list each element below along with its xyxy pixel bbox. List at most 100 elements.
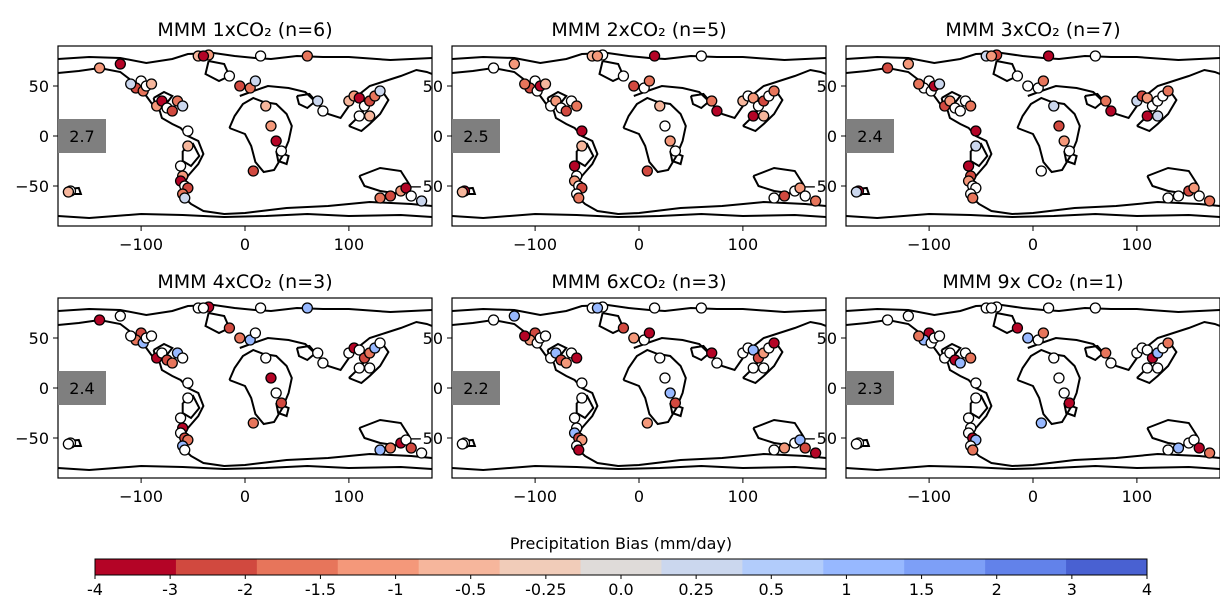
x-tick-label: 100 — [334, 487, 365, 506]
colorbar-label: Precipitation Bias (mm/day) — [510, 534, 732, 553]
site-point — [643, 75, 656, 87]
site-point — [809, 447, 822, 459]
x-tick-label: −100 — [119, 235, 163, 254]
site-point — [913, 78, 925, 90]
x-tick-label: 100 — [334, 235, 365, 254]
site-point — [902, 310, 914, 322]
site-point — [659, 120, 671, 132]
colorbar-tick-label: -0.5 — [455, 580, 486, 599]
score-badge — [58, 371, 106, 405]
y-tick-label: 50 — [423, 77, 443, 96]
colorbar-segment — [985, 559, 1067, 575]
site-point — [1048, 100, 1060, 112]
coastline — [846, 51, 1220, 65]
site-point — [353, 362, 365, 374]
site-point — [573, 192, 585, 204]
y-tick-label: 0 — [827, 379, 837, 398]
site-point — [317, 105, 329, 117]
site-point — [576, 377, 588, 389]
site-point — [706, 95, 718, 107]
colorbar-tick-label: 3 — [1067, 580, 1077, 599]
site-point — [270, 387, 282, 399]
colorbar-segment — [823, 559, 905, 575]
site-point — [1100, 95, 1112, 107]
colorbar-tick-label: -2 — [237, 580, 253, 599]
x-tick-label: 0 — [1028, 487, 1038, 506]
site-point — [967, 444, 979, 456]
coastline — [598, 312, 625, 335]
coastline — [689, 92, 712, 110]
site-point — [768, 85, 780, 97]
colorbar-tick-label: 2 — [992, 580, 1002, 599]
site-point — [1193, 190, 1205, 202]
site-point — [415, 447, 428, 459]
map-panel: MMM 4xCO₂ (n=3) 2.4 −100 0 100 −50 0 50 — [15, 271, 433, 506]
colorbar-tick-label: 0.5 — [759, 580, 784, 599]
colorbar-segment — [904, 559, 986, 575]
site-point — [145, 330, 158, 342]
site-point — [573, 444, 585, 456]
site-point — [664, 387, 676, 399]
coastline — [689, 344, 712, 362]
site-point — [967, 192, 979, 204]
site-point — [145, 78, 158, 90]
site-point — [1152, 110, 1164, 122]
panel-title: MMM 2xCO₂ (n=5) — [551, 19, 726, 41]
site-point — [317, 357, 329, 369]
site-point — [747, 92, 759, 104]
site-point — [591, 302, 604, 314]
site-point — [1162, 192, 1174, 204]
site-point — [1053, 372, 1065, 384]
site-point — [301, 302, 313, 314]
coastline — [1083, 92, 1106, 110]
site-point — [1042, 302, 1055, 314]
coastline — [598, 60, 625, 83]
score-value: 2.7 — [69, 127, 94, 146]
panel-title: MMM 1xCO₂ (n=6) — [157, 19, 332, 41]
coastline — [204, 60, 231, 83]
site-point — [364, 110, 376, 122]
site-point — [1089, 302, 1101, 314]
site-point — [954, 357, 966, 369]
site-point — [1035, 417, 1047, 429]
coastline — [295, 92, 318, 110]
site-point — [799, 190, 811, 202]
site-point — [850, 186, 863, 198]
site-point — [1053, 120, 1065, 132]
site-point — [641, 165, 653, 177]
y-tick-label: 50 — [817, 77, 837, 96]
site-point — [1035, 165, 1047, 177]
site-point — [1162, 444, 1174, 456]
colorbar-segment — [742, 559, 824, 575]
coastline — [58, 212, 432, 220]
site-point — [364, 362, 376, 374]
coastline — [633, 68, 826, 120]
score-badge — [58, 119, 106, 153]
site-point — [794, 434, 806, 446]
colorbar-tick-label: -3 — [162, 580, 178, 599]
coastline — [846, 303, 1220, 317]
site-point — [1141, 92, 1153, 104]
site-point — [260, 100, 272, 112]
coastline — [204, 312, 231, 335]
colorbar-tick-label: 1.5 — [909, 580, 934, 599]
site-point — [617, 70, 630, 82]
site-point — [965, 352, 977, 364]
site-point — [758, 110, 770, 122]
colorbar-segment — [1066, 559, 1148, 575]
site-point — [254, 302, 267, 314]
coastline — [846, 212, 1220, 220]
x-tick-label: 100 — [1122, 235, 1153, 254]
y-tick-label: −50 — [15, 177, 49, 196]
panel-title: MMM 4xCO₂ (n=3) — [157, 271, 332, 293]
site-point — [970, 392, 982, 404]
site-point — [539, 330, 552, 342]
site-point — [265, 372, 277, 384]
site-point — [881, 314, 894, 326]
site-point — [1089, 50, 1101, 62]
site-point — [799, 442, 811, 454]
y-tick-label: 0 — [39, 127, 49, 146]
site-point — [628, 80, 640, 92]
site-point — [223, 70, 236, 82]
coastline — [1027, 68, 1220, 120]
